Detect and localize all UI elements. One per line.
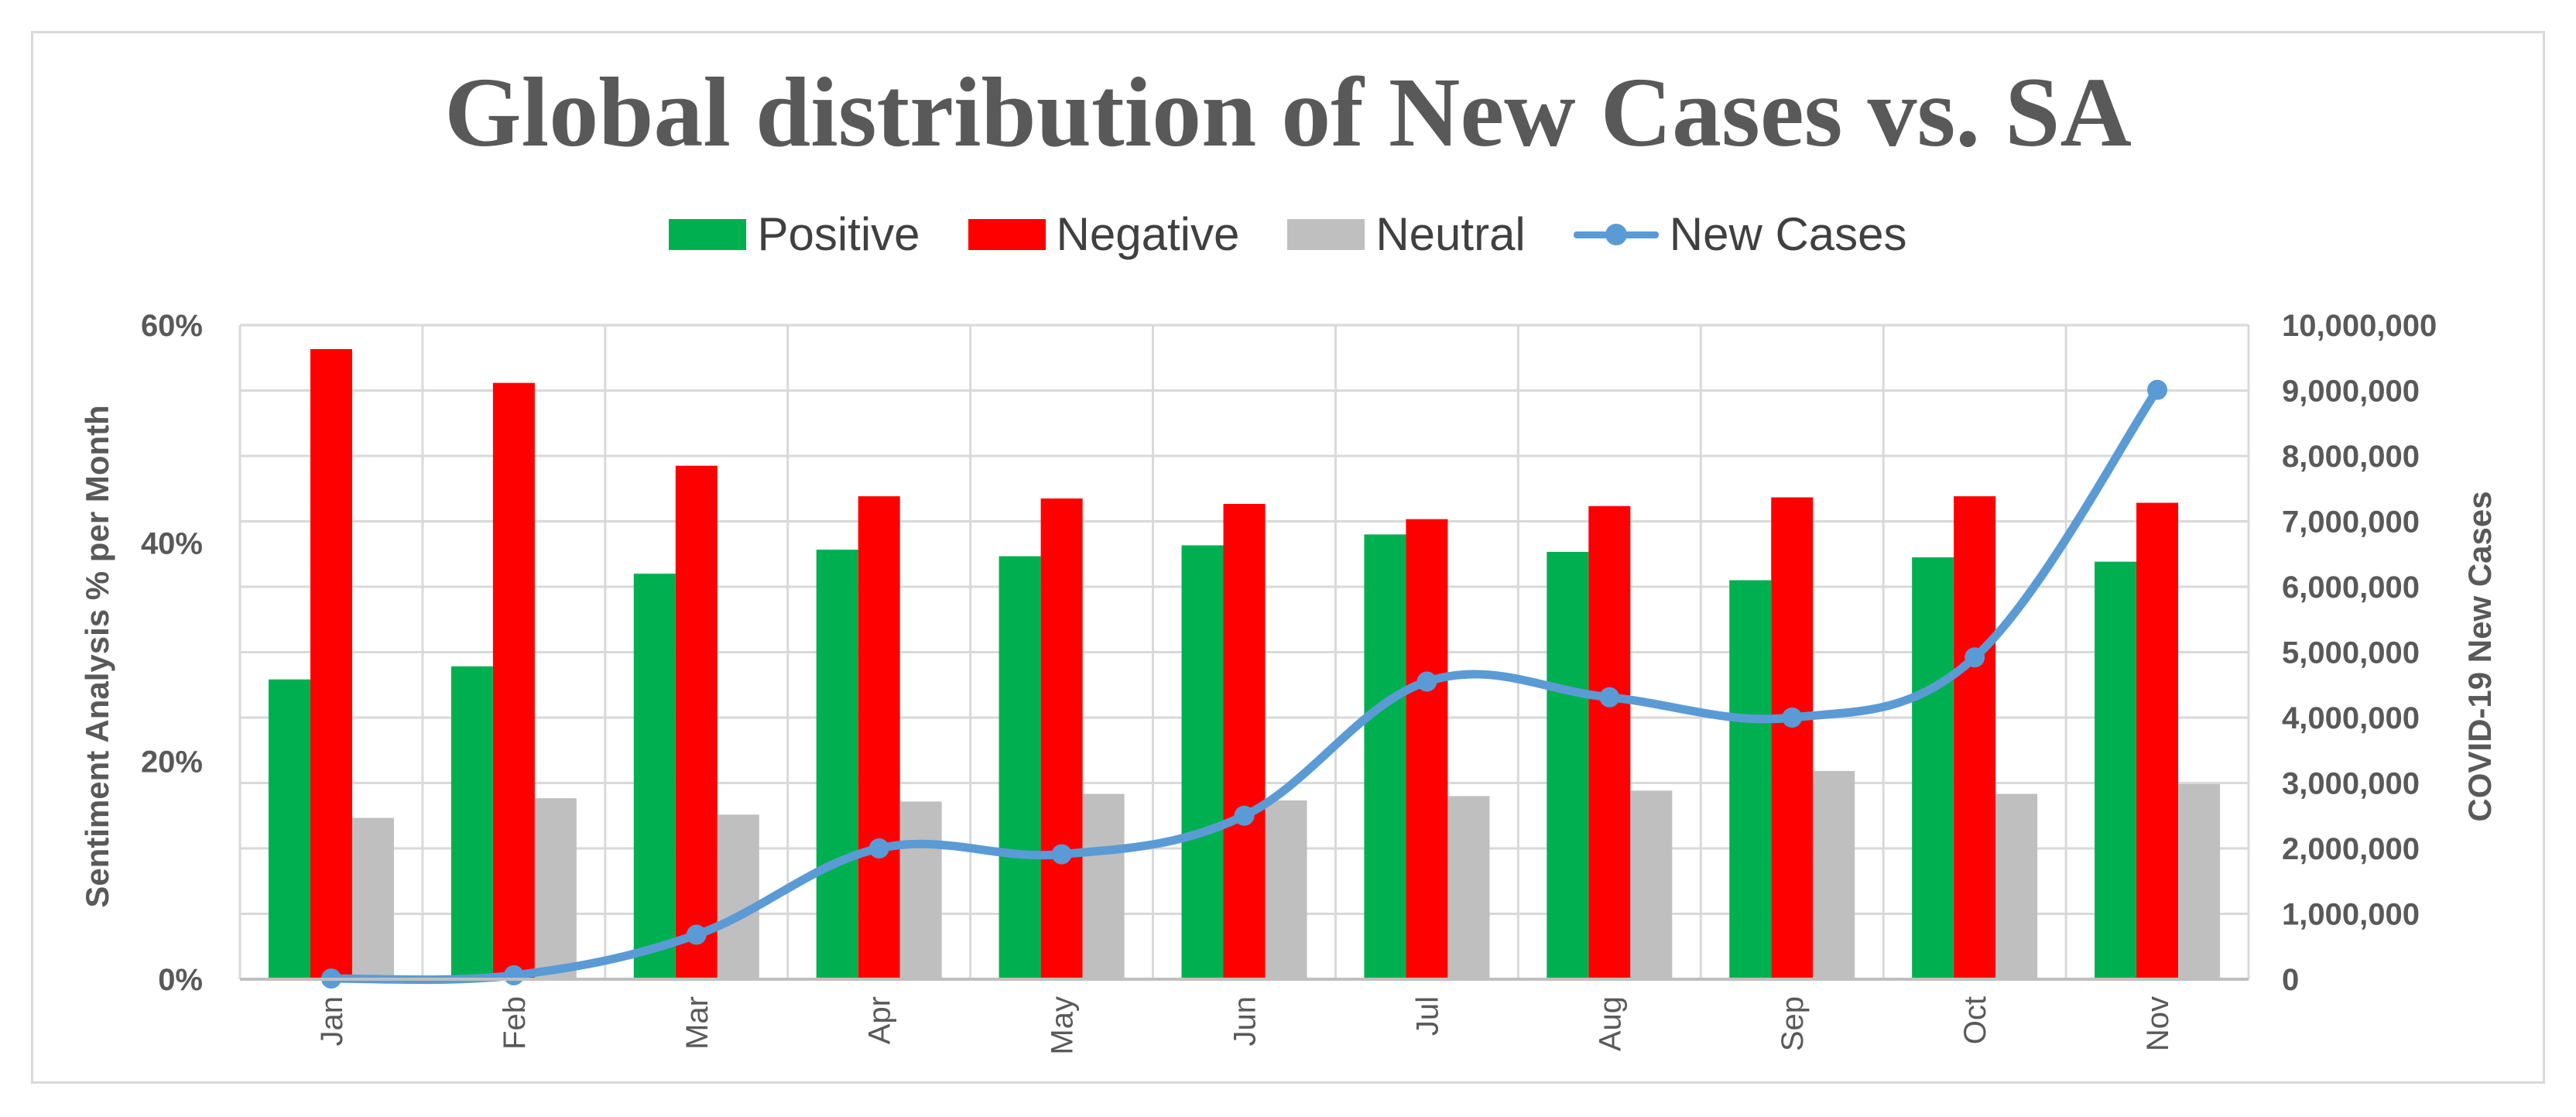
legend-label-negative: Negative <box>1056 208 1240 260</box>
bar-negative-may <box>1040 498 1083 979</box>
legend-label-new-cases: New Cases <box>1669 208 1907 260</box>
y-tick-right: 2,000,000 <box>2282 832 2420 866</box>
bar-negative-apr <box>858 496 900 979</box>
y-tick-right: 6,000,000 <box>2282 570 2420 605</box>
bar-negative-jun <box>1223 503 1266 979</box>
y-tick-right: 7,000,000 <box>2282 505 2420 540</box>
bar-neutral-jan <box>351 817 394 979</box>
bar-positive-feb <box>450 666 493 979</box>
x-tick-label: Oct <box>1958 996 1992 1044</box>
x-tick-label: Jun <box>1228 996 1262 1047</box>
bar-positive-oct <box>1912 557 1954 979</box>
x-tick-label: Apr <box>863 996 897 1044</box>
y-tick-left: 40% <box>141 527 203 561</box>
bar-positive-jun <box>1181 545 1224 979</box>
point-new-cases-aug <box>1599 687 1620 708</box>
point-new-cases-jun <box>1234 805 1255 826</box>
legend-label-positive: Positive <box>757 208 920 260</box>
legend-swatch-positive <box>669 218 747 250</box>
bar-positive-sep <box>1729 580 1772 979</box>
legend-swatch-new-cases <box>1573 219 1659 250</box>
chart-legend: Positive Negative Neutral New Cases <box>0 207 2576 261</box>
line-new-cases <box>327 385 2162 985</box>
legend-item-neutral: Neutral <box>1287 207 1526 261</box>
bar-neutral-jun <box>1265 800 1307 979</box>
bar-positive-aug <box>1547 551 1589 979</box>
bar-neutral-apr <box>899 801 942 979</box>
bar-neutral-oct <box>1995 793 2038 979</box>
point-new-cases-may <box>1051 844 1072 865</box>
x-tick-label: May <box>1046 996 1080 1055</box>
point-new-cases-apr <box>868 838 889 858</box>
x-tick-label: Nov <box>2141 996 2175 1051</box>
bar-neutral-may <box>1082 793 1125 979</box>
legend-swatch-neutral <box>1287 218 1365 250</box>
point-new-cases-oct <box>1965 647 1985 668</box>
y-tick-right: 10,000,000 <box>2282 309 2437 343</box>
bar-neutral-mar <box>717 814 759 979</box>
y-tick-right: 1,000,000 <box>2282 898 2420 932</box>
bar-neutral-jul <box>1447 796 1490 979</box>
bar-neutral-aug <box>1630 790 1673 979</box>
x-tick-label: Feb <box>498 996 532 1050</box>
bar-negative-aug <box>1588 505 1631 979</box>
bar-positive-may <box>999 556 1041 979</box>
y-tick-left: 0% <box>158 963 203 997</box>
bar-negative-oct <box>1954 496 1996 979</box>
x-tick-label: Jan <box>315 996 349 1047</box>
bar-negative-sep <box>1771 497 1814 979</box>
bar-negative-feb <box>492 382 535 979</box>
legend-label-neutral: Neutral <box>1375 208 1526 260</box>
legend-item-positive: Positive <box>669 207 920 261</box>
x-tick-label: Mar <box>680 996 714 1050</box>
legend-item-negative: Negative <box>968 207 1240 261</box>
y-axis-title-left: Sentiment Analysis % per Month <box>79 405 115 908</box>
point-new-cases-jul <box>1416 671 1437 692</box>
bar-negative-mar <box>675 465 718 979</box>
point-new-cases-mar <box>686 924 707 945</box>
bar-neutral-feb <box>534 798 577 979</box>
bar-positive-jan <box>268 679 310 979</box>
y-tick-right: 4,000,000 <box>2282 701 2420 735</box>
bar-positive-nov <box>2095 561 2137 979</box>
bar-negative-jul <box>1406 519 1448 979</box>
y-tick-right: 0 <box>2282 963 2299 997</box>
y-axis-title-right: COVID-19 New Cases <box>2461 491 2498 821</box>
y-tick-right: 3,000,000 <box>2282 767 2420 801</box>
x-tick-label: Jul <box>1410 996 1444 1036</box>
point-new-cases-sep <box>1782 708 1803 728</box>
y-tick-left: 20% <box>141 745 203 779</box>
x-tick-label: Aug <box>1593 996 1627 1051</box>
bar-positive-mar <box>633 574 676 979</box>
bar-negative-jan <box>310 348 352 979</box>
legend-swatch-negative <box>968 218 1046 250</box>
y-tick-right: 5,000,000 <box>2282 636 2420 670</box>
y-tick-right: 9,000,000 <box>2282 375 2420 409</box>
chart-title: Global distribution of New Cases vs. SA <box>444 57 2132 167</box>
bar-negative-nov <box>2136 502 2179 979</box>
bar-neutral-sep <box>1813 771 1855 979</box>
x-tick-label: Sep <box>1776 996 1810 1051</box>
bar-positive-jul <box>1364 534 1406 979</box>
y-tick-left: 60% <box>141 309 203 343</box>
bar-positive-apr <box>816 550 858 979</box>
point-new-cases-feb <box>503 965 524 985</box>
legend-item-new-cases: New Cases <box>1573 207 1907 261</box>
y-tick-right: 8,000,000 <box>2282 440 2420 474</box>
bar-neutral-nov <box>2178 783 2221 979</box>
point-new-cases-nov <box>2147 379 2168 400</box>
